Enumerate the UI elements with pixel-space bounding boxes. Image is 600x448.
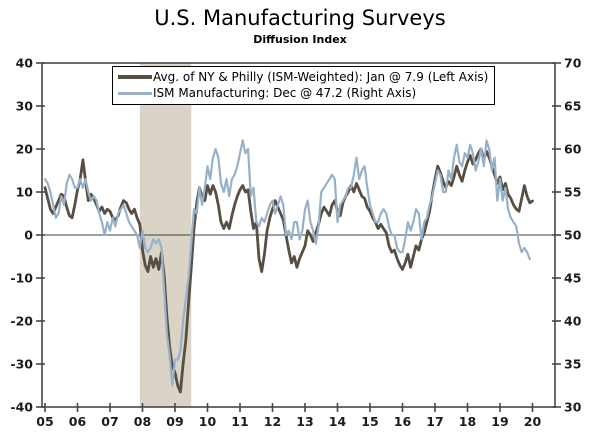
- left-axis-tick-label: -20: [10, 314, 33, 329]
- legend-item: Avg. of NY & Philly (ISM-Weighted): Jan …: [118, 69, 488, 85]
- x-axis-tick-label: 19: [491, 414, 508, 429]
- series-line-avg-ny-philly: [43, 147, 534, 394]
- legend-swatch-ism-manufacturing: [118, 91, 152, 95]
- right-axis-tick-label: 55: [564, 185, 581, 200]
- right-axis-tick-label: 60: [564, 142, 582, 157]
- x-axis-tick-label: 11: [231, 414, 248, 429]
- x-axis-tick-label: 05: [36, 414, 53, 429]
- right-axis-tick-label: 30: [564, 400, 582, 415]
- x-axis-tick-label: 18: [459, 414, 476, 429]
- left-axis-tick-label: 10: [16, 185, 34, 200]
- x-axis-tick-label: 06: [69, 414, 87, 429]
- right-axis-tick-label: 65: [564, 99, 581, 114]
- left-axis-tick-label: -40: [10, 400, 33, 415]
- chart-title: U.S. Manufacturing Surveys: [154, 6, 446, 30]
- left-axis-tick-label: 20: [16, 142, 34, 157]
- x-axis-tick-label: 08: [134, 414, 151, 429]
- chart-subtitle: Diffusion Index: [253, 33, 347, 46]
- legend: Avg. of NY & Philly (ISM-Weighted): Jan …: [112, 66, 496, 105]
- x-axis-tick-label: 16: [394, 414, 412, 429]
- right-axis-tick-label: 35: [564, 357, 581, 372]
- legend-label-avg-ny-philly: Avg. of NY & Philly (ISM-Weighted): Jan …: [153, 70, 489, 84]
- x-axis-tick-label: 13: [296, 414, 313, 429]
- right-axis-tick-label: 45: [564, 271, 581, 286]
- x-axis-tick-label: 09: [166, 414, 183, 429]
- right-axis-tick-label: 40: [564, 314, 582, 329]
- x-axis-tick-label: 07: [101, 414, 118, 429]
- left-axis-tick-label: -10: [10, 271, 33, 286]
- series-line-ism-manufacturing: [43, 139, 531, 387]
- x-axis-tick-label: 15: [361, 414, 378, 429]
- left-axis-tick-label: 0: [24, 228, 33, 243]
- left-axis-tick-label: 30: [16, 99, 34, 114]
- right-axis-tick-label: 50: [564, 228, 582, 243]
- x-axis-tick-label: 12: [264, 414, 281, 429]
- legend-swatch-avg-ny-philly: [118, 75, 152, 79]
- x-axis-tick-label: 20: [524, 414, 542, 429]
- left-axis-tick-label: 40: [16, 56, 34, 71]
- x-axis-tick-label: 17: [426, 414, 443, 429]
- x-axis-tick-label: 14: [329, 414, 347, 429]
- left-axis-tick-label: -30: [10, 357, 33, 372]
- legend-item: ISM Manufacturing: Dec @ 47.2 (Right Axi…: [118, 85, 488, 101]
- right-axis-tick-label: 70: [564, 56, 582, 71]
- x-axis-tick-label: 10: [199, 414, 217, 429]
- legend-label-ism-manufacturing: ISM Manufacturing: Dec @ 47.2 (Right Axi…: [153, 86, 417, 100]
